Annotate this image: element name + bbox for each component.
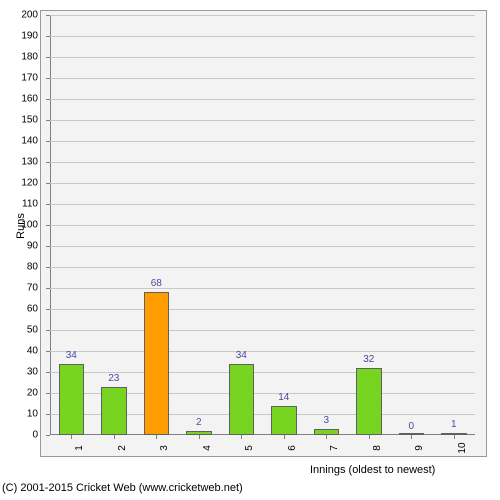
x-tick-label: 9 [414,445,425,451]
y-tick-mark [46,57,50,58]
x-tick-mark [71,435,72,439]
gridline [50,36,475,37]
y-tick-label: 70 [8,283,38,294]
y-tick-mark [46,15,50,16]
bar-value-label: 0 [408,421,414,432]
gridline [50,120,475,121]
bar-value-label: 68 [151,278,162,289]
y-tick-mark [46,414,50,415]
bar-value-label: 34 [66,350,77,361]
bar-6 [271,406,297,435]
gridline [50,141,475,142]
x-tick-mark [199,435,200,439]
bar-8 [356,368,382,435]
y-tick-mark [46,120,50,121]
y-tick-label: 20 [8,388,38,399]
bar-1 [59,364,85,435]
bar-value-label: 32 [363,354,374,365]
y-tick-label: 90 [8,241,38,252]
gridline [50,225,475,226]
bar-value-label: 34 [236,350,247,361]
x-tick-label: 6 [287,445,298,451]
x-tick-mark [369,435,370,439]
x-tick-mark [326,435,327,439]
y-tick-label: 200 [8,10,38,21]
x-tick-label: 1 [74,445,85,451]
y-tick-mark [46,36,50,37]
x-tick-label: 3 [159,445,170,451]
y-tick-label: 150 [8,115,38,126]
x-tick-mark [411,435,412,439]
y-tick-label: 110 [8,199,38,210]
x-tick-mark [454,435,455,439]
gridline [50,99,475,100]
x-tick-label: 7 [329,445,340,451]
y-tick-label: 100 [8,220,38,231]
x-tick-label: 4 [202,445,213,451]
y-tick-label: 60 [8,304,38,315]
y-tick-label: 170 [8,73,38,84]
y-tick-label: 0 [8,430,38,441]
y-tick-mark [46,162,50,163]
y-tick-mark [46,78,50,79]
y-tick-mark [46,309,50,310]
bar-value-label: 2 [196,417,202,428]
x-tick-mark [156,435,157,439]
x-tick-label: 8 [372,445,383,451]
y-tick-mark [46,225,50,226]
y-tick-mark [46,141,50,142]
gridline [50,309,475,310]
y-tick-mark [46,99,50,100]
gridline [50,57,475,58]
y-tick-label: 50 [8,325,38,336]
gridline [50,78,475,79]
x-tick-mark [114,435,115,439]
bar-value-label: 14 [278,392,289,403]
y-tick-label: 130 [8,157,38,168]
gridline [50,162,475,163]
y-tick-mark [46,330,50,331]
y-tick-label: 180 [8,52,38,63]
gridline [50,330,475,331]
bar-5 [229,364,255,435]
gridline [50,267,475,268]
y-tick-label: 80 [8,262,38,273]
y-tick-label: 40 [8,346,38,357]
footer-copyright: (C) 2001-2015 Cricket Web (www.cricketwe… [2,482,243,494]
y-tick-mark [46,435,50,436]
y-tick-label: 30 [8,367,38,378]
bar-value-label: 3 [323,415,329,426]
y-tick-label: 160 [8,94,38,105]
bar-value-label: 1 [451,419,457,430]
gridline [50,288,475,289]
x-tick-label: 2 [117,445,128,451]
y-tick-mark [46,267,50,268]
bar-2 [101,387,127,435]
y-tick-mark [46,372,50,373]
y-tick-label: 190 [8,31,38,42]
x-tick-mark [241,435,242,439]
y-tick-mark [46,393,50,394]
x-tick-label: 10 [457,442,468,453]
gridline [50,204,475,205]
y-tick-mark [46,351,50,352]
bar-value-label: 23 [108,373,119,384]
y-tick-mark [46,288,50,289]
y-tick-mark [46,204,50,205]
gridline [50,246,475,247]
y-tick-mark [46,246,50,247]
x-axis-title: Innings (oldest to newest) [310,464,435,476]
y-tick-label: 10 [8,409,38,420]
y-tick-label: 120 [8,178,38,189]
gridline [50,183,475,184]
gridline [50,351,475,352]
x-tick-mark [284,435,285,439]
y-tick-mark [46,183,50,184]
y-tick-label: 140 [8,136,38,147]
x-tick-label: 5 [244,445,255,451]
bar-3 [144,292,170,435]
gridline [50,15,475,16]
